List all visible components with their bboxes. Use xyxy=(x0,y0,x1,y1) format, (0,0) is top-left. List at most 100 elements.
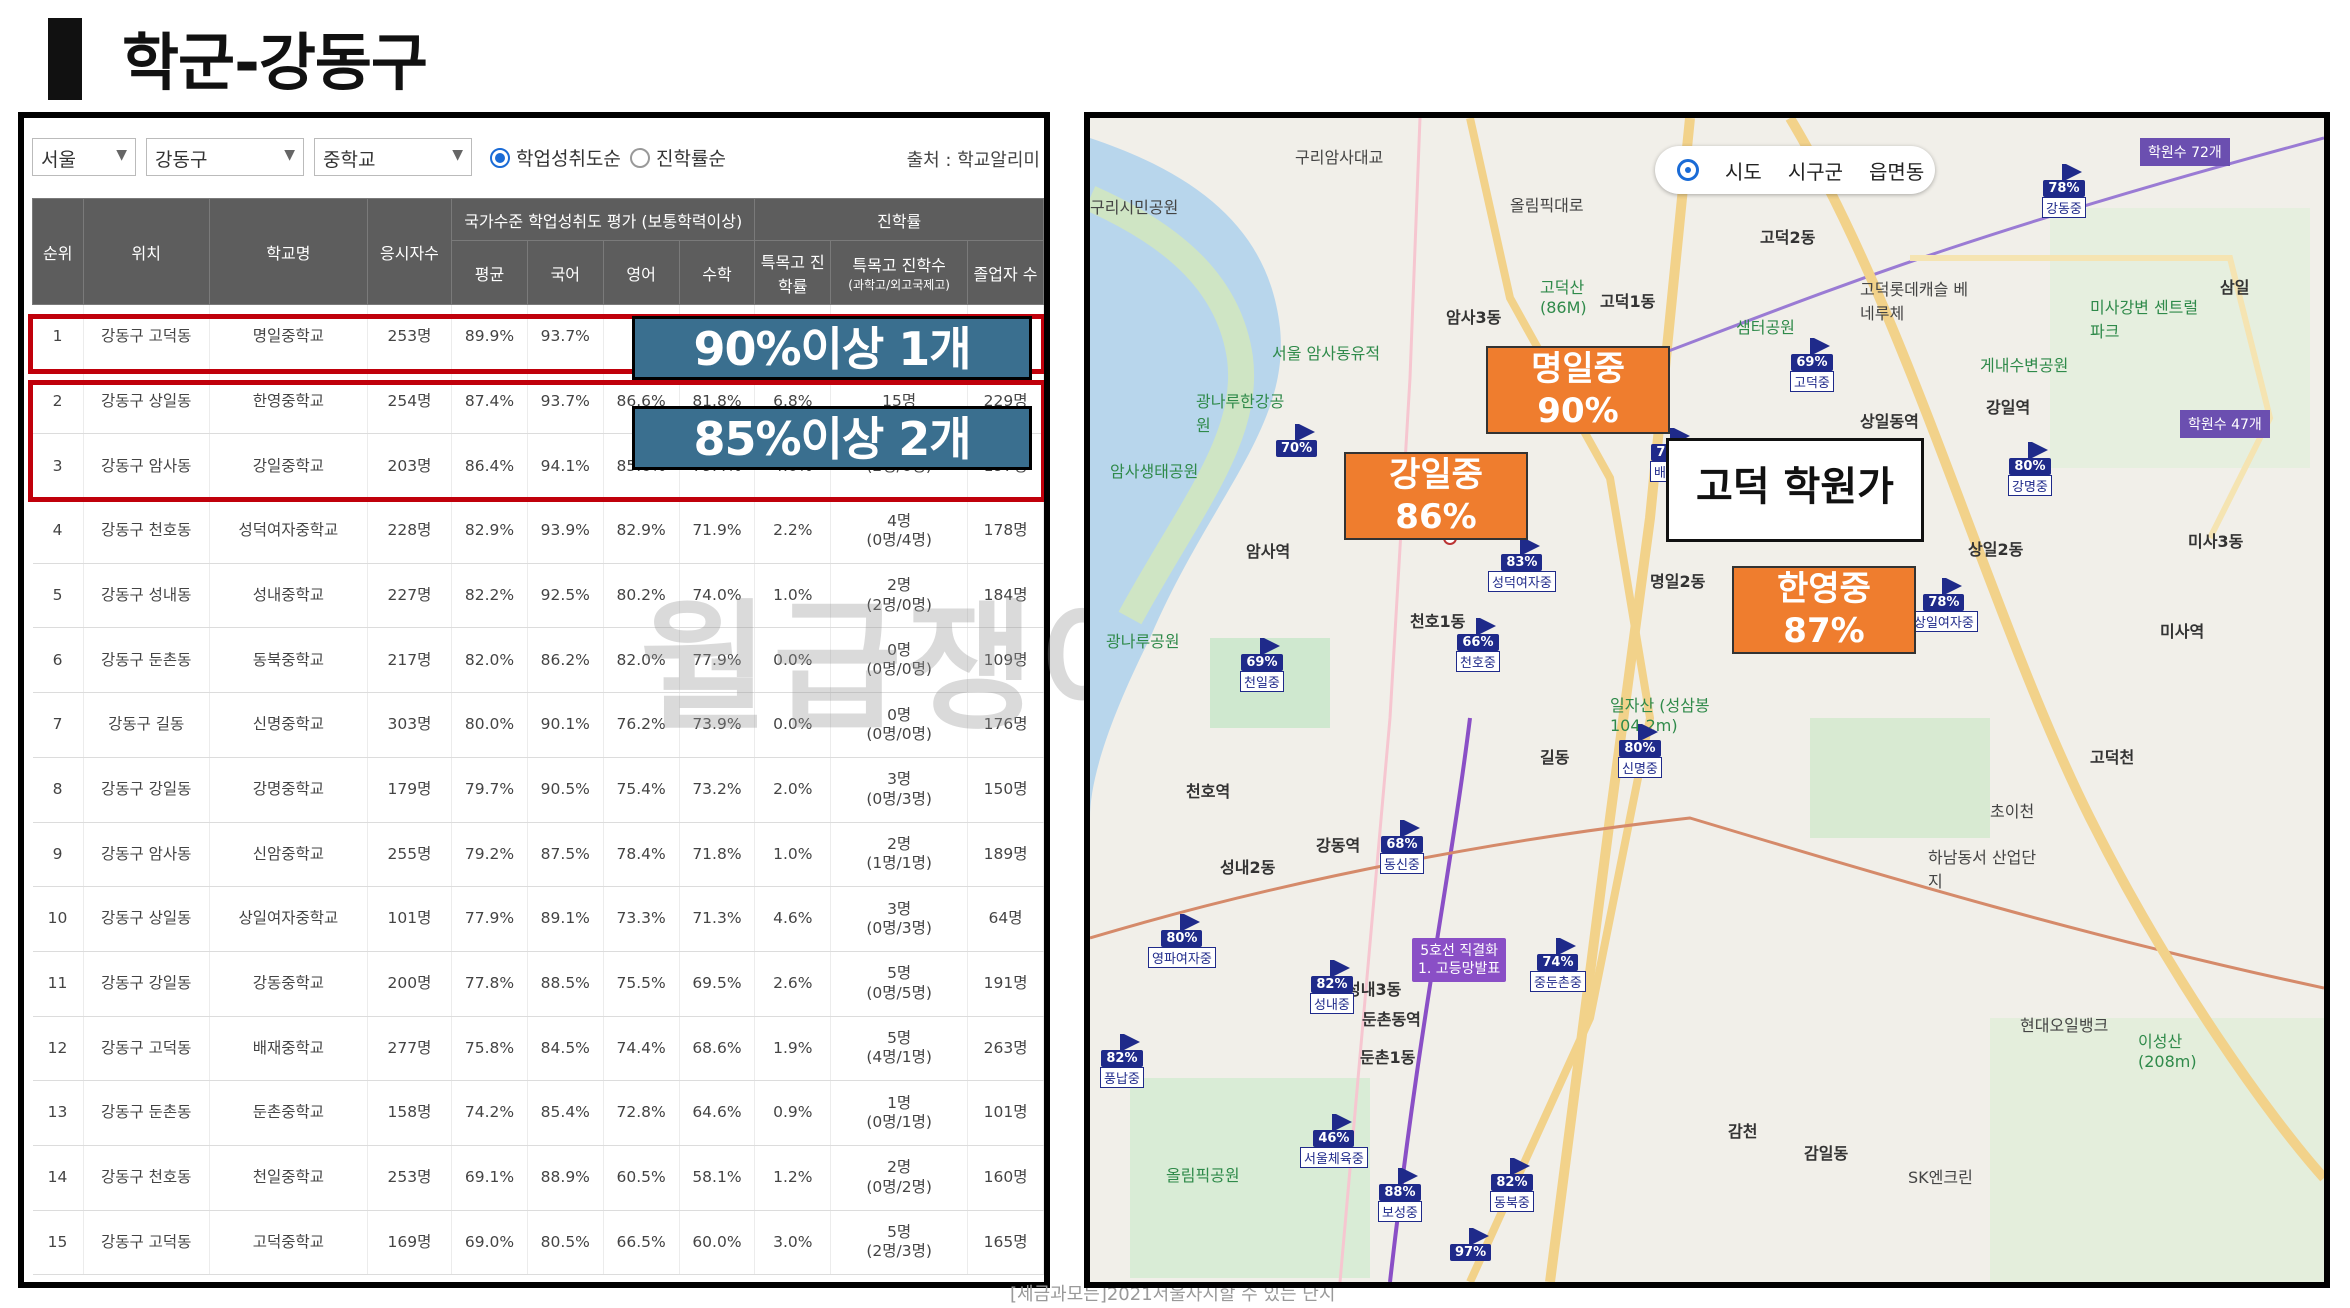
map-label-samil: 삼일 xyxy=(2220,278,2250,297)
school-marker[interactable]: 78% 상일여자중 xyxy=(1910,578,1978,632)
map-label-gamcheon: 감천 xyxy=(1728,1122,1758,1141)
cell-graduates: 191명 xyxy=(967,951,1044,1017)
admin-sido-button[interactable]: 시도 xyxy=(1725,159,1762,184)
table-row[interactable]: 13 강동구 둔촌동 둔촌중학교 158명 74.2% 85.4% 72.8% 64.6% 0.… xyxy=(32,1080,1044,1146)
school-marker[interactable]: 68% 동신중 xyxy=(1380,820,1424,874)
cell-math: 71.3% xyxy=(679,886,756,952)
flag-icon xyxy=(1941,578,1962,596)
target-icon[interactable] xyxy=(1677,159,1699,181)
cell-math: 58.1% xyxy=(679,1145,756,1211)
school-marker[interactable]: 46% 서울체육중 xyxy=(1300,1114,1368,1168)
commute-line2: 1. 고등망발표 xyxy=(1418,961,1501,978)
school-marker[interactable]: 88% 보성중 xyxy=(1378,1168,1422,1222)
school-pct: 66% xyxy=(1457,634,1499,651)
cell-graduates: 101명 xyxy=(967,1080,1044,1146)
school-marker[interactable]: 69% 고덕중 xyxy=(1790,338,1834,392)
cell-rank: 9 xyxy=(32,822,84,888)
school-name: 신명중 xyxy=(1618,757,1662,778)
flag-icon xyxy=(1294,424,1315,442)
sort-radio-advance[interactable]: 진학률순 xyxy=(630,144,726,171)
admin-eupmyeondong-button[interactable]: 읍면동 xyxy=(1869,159,1925,184)
school-marker[interactable]: 83% 성덕여자중 xyxy=(1488,538,1556,592)
table-row[interactable]: 7 강동구 길동 신명중학교 303명 80.0% 90.1% 76.2% 73.9% 0.0%… xyxy=(32,692,1044,758)
table-row[interactable]: 4 강동구 천호동 성덕여자중학교 228명 82.9% 93.9% 82.9% 71.9% 2… xyxy=(32,498,1044,564)
flag-icon xyxy=(1509,1158,1530,1176)
table-row[interactable]: 15 강동구 고덕동 고덕중학교 169명 69.0% 80.5% 66.5% 60.0% 3.… xyxy=(32,1210,1044,1276)
table-row[interactable]: 6 강동구 둔촌동 동북중학교 217명 82.0% 86.2% 82.0% 77.9% 0.0… xyxy=(32,627,1044,694)
school-marker[interactable]: 74% 중둔촌중 xyxy=(1530,938,1586,992)
flag-icon xyxy=(1637,724,1658,742)
special-count-value: 3명 xyxy=(887,770,912,789)
map-label-misa3: 미사3동 xyxy=(2188,532,2244,551)
map-label-hangang-park: 광나루한강공원 xyxy=(1196,392,1285,435)
table-row[interactable]: 9 강동구 암사동 신암중학교 255명 79.2% 87.5% 78.4% 71.8% 1.0… xyxy=(32,822,1044,888)
school-pct: 69% xyxy=(1791,354,1833,371)
school-marker[interactable]: 66% 천호중 xyxy=(1456,618,1500,672)
cell-avg: 74.2% xyxy=(451,1080,528,1146)
city-select-value: 서울 xyxy=(41,149,76,171)
school-marker[interactable]: 78% 강동중 xyxy=(2042,164,2086,218)
table-row[interactable]: 11 강동구 강일동 강동중학교 200명 77.8% 88.5% 75.5% 69.5% 2.… xyxy=(32,951,1044,1017)
cell-school: 신명중학교 xyxy=(209,692,368,758)
school-marker[interactable]: 70% xyxy=(1276,424,1318,457)
table-row[interactable]: 8 강동구 강일동 강명중학교 179명 79.7% 90.5% 75.4% 73.2% 2.0… xyxy=(32,757,1044,823)
cell-avg: 69.1% xyxy=(451,1145,528,1211)
map-label-guri-park: 구리시민공원 xyxy=(1090,198,1179,217)
table-row[interactable]: 12 강동구 고덕동 배재중학교 277명 75.8% 84.5% 74.4% 68.6% 1.… xyxy=(32,1016,1044,1082)
school-name: 천일중 xyxy=(1240,671,1284,692)
map-label-cheonho1: 천호1동 xyxy=(1410,612,1466,631)
cell-rank: 8 xyxy=(32,757,84,823)
school-marker[interactable]: 80% 신명중 xyxy=(1618,724,1662,778)
cell-special-count: 5명 (2명/3명) xyxy=(830,1210,969,1276)
school-marker[interactable]: 80% 강명중 xyxy=(2008,442,2052,496)
cell-location: 강동구 강일동 xyxy=(83,951,210,1017)
header-achievement-group: 국가수준 학업성취도 평가 (보통학력이상) xyxy=(451,198,756,241)
school-marker[interactable]: 97% xyxy=(1450,1228,1492,1261)
cell-examinees: 169명 xyxy=(367,1210,453,1276)
cell-special-count: 0명 (0명/0명) xyxy=(830,627,969,694)
cell-special-rate: 2.0% xyxy=(754,757,832,823)
academy-count-badge[interactable]: 학원수 47개 xyxy=(2180,410,2270,438)
cell-english: 82.9% xyxy=(603,498,680,564)
level-select[interactable]: 중학교 ▼ xyxy=(314,138,472,176)
table-row[interactable]: 5 강동구 성내동 성내중학교 227명 82.2% 92.5% 80.2% 74.0% 1.0… xyxy=(32,563,1044,629)
school-marker[interactable]: 69% 천일중 xyxy=(1240,638,1284,692)
city-select[interactable]: 서울 ▼ xyxy=(32,138,136,176)
cell-rank: 4 xyxy=(32,498,84,564)
cell-math: 71.9% xyxy=(679,498,756,564)
cell-english: 80.2% xyxy=(603,563,680,629)
sort-radio-achievement[interactable]: 학업성취도순 xyxy=(490,144,621,171)
academy-count-badge[interactable]: 학원수 72개 xyxy=(2140,138,2230,166)
school-marker[interactable]: 82% 성내중 xyxy=(1310,960,1354,1014)
cell-math: 68.6% xyxy=(679,1016,756,1082)
school-name: 중둔촌중 xyxy=(1530,971,1586,992)
cell-school: 강동중학교 xyxy=(209,951,368,1017)
district-select[interactable]: 강동구 ▼ xyxy=(146,138,304,176)
table-row[interactable]: 10 강동구 상일동 상일여자중학교 101명 77.9% 89.1% 73.3% 71.3%… xyxy=(32,886,1044,952)
school-name: 풍납중 xyxy=(1100,1067,1144,1088)
cell-math: 60.0% xyxy=(679,1210,756,1276)
flag-icon xyxy=(1329,960,1350,978)
cell-special-rate: 0.0% xyxy=(754,627,832,694)
academy-street-label: 고덕 학원가 xyxy=(1666,438,1924,542)
cell-special-rate: 1.9% xyxy=(754,1016,832,1082)
cell-school: 고덕중학교 xyxy=(209,1210,368,1276)
flag-icon xyxy=(1475,618,1496,636)
map-label-gamil: 감일동 xyxy=(1804,1144,1849,1163)
map-label-amsa3: 암사3동 xyxy=(1446,308,1502,327)
school-pct: 80% xyxy=(1161,930,1203,947)
admin-sigungu-button[interactable]: 시구군 xyxy=(1787,159,1844,184)
school-marker[interactable]: 82% 풍납중 xyxy=(1100,1034,1144,1088)
school-marker[interactable]: 80% 영파여자중 xyxy=(1148,914,1216,968)
table-row[interactable]: 14 강동구 천호동 천일중학교 253명 69.1% 88.9% 60.5% 58.1% 1.… xyxy=(32,1145,1044,1211)
school-marker[interactable]: 82% 동북중 xyxy=(1490,1158,1534,1212)
map-label-gyeonae-park: 게내수변공원 xyxy=(1980,356,2069,375)
school-name: 강명중 xyxy=(2008,475,2052,496)
cell-avg: 69.0% xyxy=(451,1210,528,1276)
school-pct: 97% xyxy=(1450,1244,1492,1261)
map-label-myeongil2: 명일2동 xyxy=(1650,572,1706,591)
cell-english: 78.4% xyxy=(603,822,680,888)
map-label-choicheon: 초이천 xyxy=(1990,802,2035,821)
special-count-value: 5명 xyxy=(887,1223,912,1242)
cell-english: 73.3% xyxy=(603,886,680,952)
